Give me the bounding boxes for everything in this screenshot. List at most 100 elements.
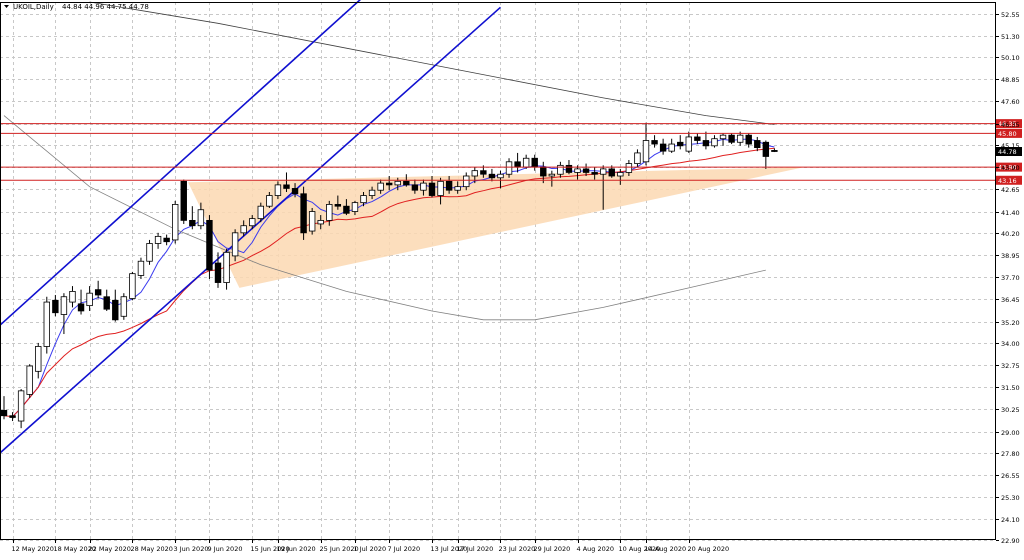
- moving-average-mid: [3, 147, 775, 418]
- candle-body-bullish: [685, 136, 692, 152]
- candle: [428, 176, 436, 198]
- candle-body-bearish: [334, 204, 342, 207]
- candle: [582, 163, 590, 177]
- x-tick-label: 19 Jun 2020: [277, 545, 316, 553]
- candle-body-bearish: [189, 219, 196, 227]
- x-tick-label: 20 Aug 2020: [688, 545, 730, 553]
- candle-body-bullish: [668, 143, 675, 152]
- candle: [343, 199, 350, 216]
- x-tick-label: 13 Jul 2020: [431, 545, 468, 553]
- candle-body-bearish: [565, 164, 573, 173]
- level-price-tag: [996, 175, 1022, 185]
- candle: [163, 234, 170, 246]
- candle: [497, 170, 504, 189]
- candle: [659, 138, 667, 155]
- y-tick-label: 40.20: [1001, 230, 1020, 238]
- candle-body-bullish: [471, 170, 478, 177]
- candle: [677, 135, 684, 150]
- candle-body-bullish: [223, 251, 230, 283]
- level-price-tag: [996, 119, 1022, 129]
- candle: [617, 168, 624, 185]
- candle-body-bullish: [274, 184, 282, 196]
- candle-body-bullish: [26, 365, 33, 395]
- candle: [180, 179, 187, 224]
- y-tick-label: 35.20: [1001, 319, 1020, 327]
- y-tick-label: 37.70: [1001, 274, 1020, 282]
- candle: [266, 191, 273, 208]
- candle: [651, 135, 658, 148]
- triangle-pattern: [188, 167, 805, 288]
- candle: [9, 412, 16, 422]
- level-price-tag: [996, 162, 1022, 172]
- candle: [360, 191, 367, 207]
- candle: [274, 181, 282, 200]
- y-tick-label: 24.10: [1001, 516, 1020, 524]
- candle-body-bullish: [634, 152, 641, 164]
- y-tick-label: 50.10: [1001, 54, 1020, 62]
- candle: [368, 186, 376, 200]
- symbol-label: UKOIL,Daily: [13, 3, 54, 11]
- grid-layer: [0, 2, 996, 541]
- candle: [86, 286, 93, 311]
- candle: [591, 167, 598, 180]
- candle: [112, 289, 119, 322]
- candle-body-bearish: [283, 184, 290, 189]
- y-tick-label: 52.55: [1001, 11, 1020, 19]
- candle-body-bearish: [694, 136, 701, 141]
- level-price-label: 43.90: [998, 164, 1017, 172]
- candle-body-bearish: [702, 140, 710, 147]
- level-price-tag: [996, 128, 1022, 138]
- candle-body-bearish: [103, 296, 110, 310]
- candle-body-bullish: [326, 204, 333, 221]
- candle-body-bearish: [428, 182, 436, 196]
- candle-body-bearish: [206, 219, 213, 271]
- chevron-down-icon[interactable]: [4, 5, 9, 8]
- x-tick-label: 7 Jul 2020: [388, 545, 421, 553]
- candle: [702, 131, 710, 150]
- candle-body-bullish: [557, 164, 564, 175]
- candle: [488, 168, 496, 182]
- candle: [120, 293, 128, 320]
- indicator-lines: [0, 0, 775, 454]
- candle: [548, 170, 556, 187]
- candle-body-bullish: [360, 195, 367, 204]
- candle-body-bullish: [231, 232, 239, 257]
- candle-body-bullish: [617, 172, 624, 177]
- candle: [625, 160, 633, 177]
- level-price-label: 45.80: [998, 130, 1017, 138]
- candle-body-bullish: [86, 292, 93, 307]
- candle-body-bullish: [497, 173, 504, 179]
- candle-body-bearish: [180, 180, 187, 221]
- candle-body-bearish: [52, 299, 59, 314]
- candle-body-bullish: [574, 168, 581, 173]
- candle: [146, 239, 153, 265]
- x-tick-label: 22 May 2020: [89, 545, 131, 553]
- candle: [129, 271, 136, 301]
- y-tick-label: 30.25: [1001, 406, 1020, 414]
- plot-frame: [0, 2, 996, 540]
- candle-body-bullish: [60, 296, 68, 315]
- candle-body-bullish: [711, 138, 718, 147]
- candle: [437, 177, 444, 205]
- candle: [574, 165, 581, 180]
- y-tick-label: 36.45: [1001, 296, 1020, 304]
- level-price-label: 46.35: [998, 120, 1017, 128]
- candle-body-bullish: [437, 180, 444, 196]
- candle-body-bullish: [420, 182, 427, 191]
- candle: [214, 252, 222, 288]
- x-tick-label: 12 May 2020: [12, 545, 54, 553]
- y-tick-label: 29.00: [1001, 429, 1020, 437]
- candle: [754, 136, 761, 152]
- x-tick-label: 10 Aug 2020: [619, 545, 661, 553]
- candle-body-bullish: [522, 157, 530, 168]
- candle: [454, 181, 461, 194]
- candle: [52, 294, 59, 317]
- candle: [694, 133, 701, 145]
- y-tick-label: 48.85: [1001, 76, 1020, 84]
- x-tick-label: 25 Jun 2020: [320, 545, 359, 553]
- triangle-layer: [188, 167, 805, 288]
- candle-body-bearish: [94, 289, 102, 296]
